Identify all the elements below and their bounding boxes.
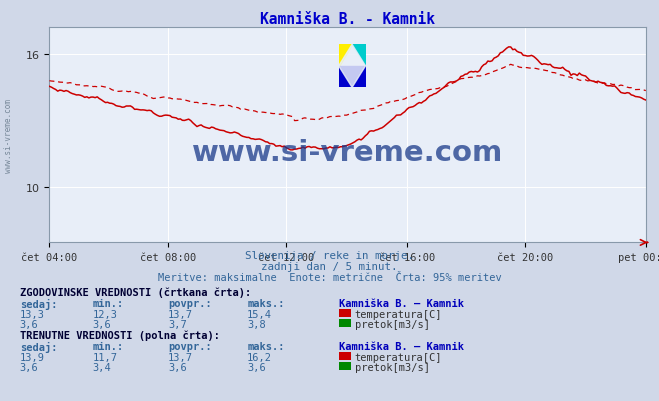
Text: temperatura[C]: temperatura[C] <box>355 309 442 319</box>
Text: 13,3: 13,3 <box>20 309 45 319</box>
Text: sedaj:: sedaj: <box>20 298 57 309</box>
Text: 3,6: 3,6 <box>20 319 38 329</box>
Text: maks.:: maks.: <box>247 341 285 351</box>
Text: 3,6: 3,6 <box>20 362 38 372</box>
Polygon shape <box>339 45 366 88</box>
Text: 11,7: 11,7 <box>92 352 117 362</box>
Text: min.:: min.: <box>92 341 123 351</box>
Text: pretok[m3/s]: pretok[m3/s] <box>355 362 430 372</box>
Text: www.si-vreme.com: www.si-vreme.com <box>4 98 13 172</box>
Text: Kamniška B. – Kamnik: Kamniška B. – Kamnik <box>339 298 465 308</box>
Text: Slovenija / reke in morje.: Slovenija / reke in morje. <box>245 251 414 261</box>
Text: povpr.:: povpr.: <box>168 298 212 308</box>
Text: 3,7: 3,7 <box>168 319 186 329</box>
Text: 13,7: 13,7 <box>168 309 193 319</box>
Text: 3,4: 3,4 <box>92 362 111 372</box>
Text: 12,3: 12,3 <box>92 309 117 319</box>
Text: 13,9: 13,9 <box>20 352 45 362</box>
Text: Meritve: maksimalne  Enote: metrične  Črta: 95% meritev: Meritve: maksimalne Enote: metrične Črta… <box>158 273 501 283</box>
Text: pretok[m3/s]: pretok[m3/s] <box>355 319 430 329</box>
Text: www.si-vreme.com: www.si-vreme.com <box>192 138 503 166</box>
Polygon shape <box>339 45 352 67</box>
Text: 3,6: 3,6 <box>92 319 111 329</box>
Text: 13,7: 13,7 <box>168 352 193 362</box>
Text: TRENUTNE VREDNOSTI (polna črta):: TRENUTNE VREDNOSTI (polna črta): <box>20 330 219 340</box>
Text: Kamniška B. – Kamnik: Kamniška B. – Kamnik <box>339 341 465 351</box>
Text: povpr.:: povpr.: <box>168 341 212 351</box>
Polygon shape <box>352 45 366 67</box>
Text: 3,8: 3,8 <box>247 319 266 329</box>
Title: Kamniška B. - Kamnik: Kamniška B. - Kamnik <box>260 12 435 27</box>
Text: temperatura[C]: temperatura[C] <box>355 352 442 362</box>
Text: 3,6: 3,6 <box>247 362 266 372</box>
Text: sedaj:: sedaj: <box>20 341 57 352</box>
Text: 15,4: 15,4 <box>247 309 272 319</box>
Text: ZGODOVINSKE VREDNOSTI (črtkana črta):: ZGODOVINSKE VREDNOSTI (črtkana črta): <box>20 287 251 297</box>
Text: 16,2: 16,2 <box>247 352 272 362</box>
Polygon shape <box>339 67 366 88</box>
Text: min.:: min.: <box>92 298 123 308</box>
Text: 3,6: 3,6 <box>168 362 186 372</box>
Text: maks.:: maks.: <box>247 298 285 308</box>
Text: zadnji dan / 5 minut.: zadnji dan / 5 minut. <box>261 261 398 271</box>
